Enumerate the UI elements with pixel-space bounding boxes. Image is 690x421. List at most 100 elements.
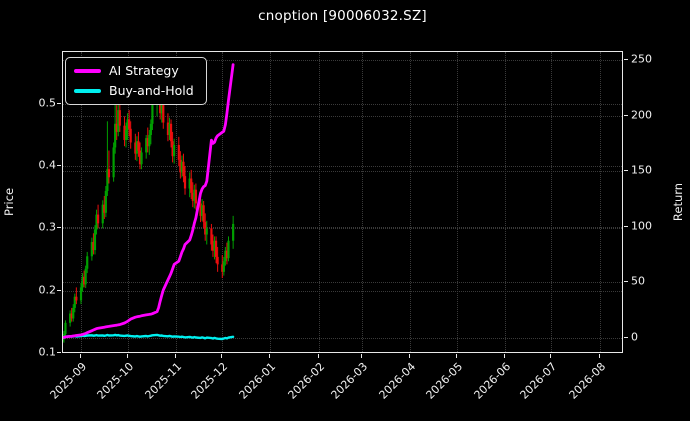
price-tick-label: 0.3: [38, 220, 57, 234]
legend-label: AI Strategy: [109, 63, 179, 78]
candle-body: [190, 178, 193, 193]
return-tick: [624, 59, 628, 61]
price-tick-label: 0.5: [38, 96, 57, 110]
candle-body: [103, 204, 106, 213]
candle-body: [117, 110, 120, 132]
candle-body: [182, 161, 185, 177]
date-tick: [409, 354, 411, 358]
candle-body: [75, 296, 78, 301]
candle-body: [72, 307, 75, 319]
date-tick: [221, 354, 223, 358]
return-tick-label: 100: [631, 219, 652, 233]
candle-body: [92, 241, 95, 251]
candle-body: [232, 223, 235, 241]
candle-body: [159, 97, 162, 114]
candle-body: [162, 105, 165, 123]
return-tick-label: 150: [631, 163, 652, 177]
legend-item-buy-and-hold: Buy-and-Hold: [74, 84, 194, 98]
candle-body: [93, 229, 97, 251]
candle-body: [188, 178, 191, 189]
legend: AI Strategy Buy-and-Hold: [65, 57, 207, 105]
candle-body: [213, 240, 216, 251]
candle-body: [149, 123, 152, 135]
return-tick-label: 250: [631, 52, 652, 66]
candle-body: [205, 228, 208, 235]
candle-body: [183, 176, 187, 189]
legend-label: Buy-and-Hold: [109, 83, 194, 98]
candle-body: [118, 110, 121, 126]
candle-body: [95, 214, 98, 230]
candle-body: [200, 205, 204, 216]
candle-body: [104, 190, 107, 213]
candle-body: [204, 222, 207, 235]
price-tick: [57, 165, 61, 167]
date-tick: [361, 354, 362, 358]
price-tick: [57, 227, 61, 229]
candle-body: [199, 203, 202, 216]
candle-body: [81, 276, 84, 288]
candle-body: [168, 123, 171, 135]
date-tick: [598, 354, 600, 358]
candle-body: [173, 144, 176, 157]
candle-body: [221, 264, 224, 272]
return-tick-label: 50: [631, 274, 645, 288]
candle-body: [169, 123, 173, 142]
candle-body: [222, 261, 225, 272]
candle-body: [202, 205, 205, 223]
candle-body: [140, 152, 143, 165]
candle-body: [227, 240, 230, 259]
return-tick: [624, 336, 628, 338]
candle-body: [194, 189, 197, 204]
price-tick: [57, 102, 61, 104]
candle-body: [96, 214, 100, 224]
candle-body: [191, 192, 194, 201]
ai-strategy-line-swatch: [74, 69, 101, 73]
candle-body: [124, 130, 128, 140]
candle-body: [224, 250, 227, 262]
candlestick-and-line-layer: [63, 63, 235, 343]
candle-body: [106, 169, 109, 191]
candle-body: [107, 169, 111, 178]
price-tick-label: 0.4: [38, 158, 57, 172]
candle-body: [138, 150, 142, 165]
date-tick: [126, 354, 128, 358]
candle-body: [115, 123, 118, 132]
buy-and-hold-line-swatch: [74, 89, 101, 93]
candle-body: [177, 144, 180, 160]
date-tick: [317, 354, 319, 358]
candle-body: [146, 138, 149, 147]
candle-body: [148, 135, 151, 147]
candle-body: [129, 128, 132, 143]
candle-body: [64, 322, 67, 335]
candle-body: [179, 159, 182, 173]
candle-body: [69, 313, 72, 323]
candle-body: [86, 256, 89, 269]
price-tick-label: 0.2: [38, 283, 57, 296]
date-tick: [455, 354, 457, 358]
return-tick: [624, 114, 628, 116]
chart-title: cnoption [90006032.SZ]: [258, 8, 427, 24]
return-tick-label: 0: [631, 330, 638, 344]
return-tick: [624, 281, 628, 283]
ai-strategy-line: [63, 63, 235, 340]
candle-body: [83, 276, 86, 285]
candle-body: [214, 240, 218, 257]
return-tick-label: 200: [631, 108, 652, 122]
candle-body: [84, 268, 87, 285]
candle-body: [90, 241, 93, 257]
candle-body: [225, 250, 229, 259]
legend-item-ai-strategy: AI Strategy: [74, 64, 194, 78]
candle-body: [123, 125, 126, 140]
candle-body: [166, 122, 170, 135]
candle-body: [180, 161, 184, 173]
candle-body: [79, 287, 83, 301]
candle-body: [101, 204, 104, 224]
candle-body: [151, 98, 154, 124]
price-axis-label: Price: [2, 187, 16, 217]
candle-body: [126, 119, 129, 131]
candle-body: [145, 138, 148, 153]
return-axis-label: Return: [671, 182, 685, 222]
candle-body: [128, 119, 131, 129]
candle-body: [135, 141, 138, 154]
